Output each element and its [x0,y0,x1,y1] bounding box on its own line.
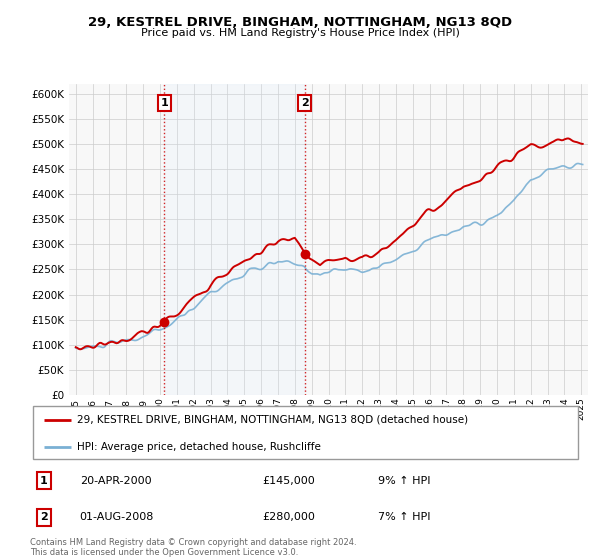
Text: 1: 1 [40,476,47,486]
Point [160,318,169,326]
Text: £145,000: £145,000 [262,476,314,486]
Text: 1: 1 [160,98,168,108]
Text: 2: 2 [301,98,308,108]
Text: 29, KESTREL DRIVE, BINGHAM, NOTTINGHAM, NG13 8QD: 29, KESTREL DRIVE, BINGHAM, NOTTINGHAM, … [88,16,512,29]
Text: £280,000: £280,000 [262,512,315,522]
Text: Price paid vs. HM Land Registry's House Price Index (HPI): Price paid vs. HM Land Registry's House … [140,28,460,38]
Text: 20-APR-2000: 20-APR-2000 [80,476,151,486]
Point [300,250,310,259]
Text: Contains HM Land Registry data © Crown copyright and database right 2024.
This d: Contains HM Land Registry data © Crown c… [30,538,356,557]
Text: HPI: Average price, detached house, Rushcliffe: HPI: Average price, detached house, Rush… [77,442,321,452]
Text: 01-AUG-2008: 01-AUG-2008 [80,512,154,522]
Bar [164,84,305,395]
Text: 7% ↑ HPI: 7% ↑ HPI [378,512,430,522]
Text: 2: 2 [40,512,47,522]
FancyBboxPatch shape [33,406,578,459]
Text: 29, KESTREL DRIVE, BINGHAM, NOTTINGHAM, NG13 8QD (detached house): 29, KESTREL DRIVE, BINGHAM, NOTTINGHAM, … [77,414,468,424]
Text: 9% ↑ HPI: 9% ↑ HPI [378,476,430,486]
